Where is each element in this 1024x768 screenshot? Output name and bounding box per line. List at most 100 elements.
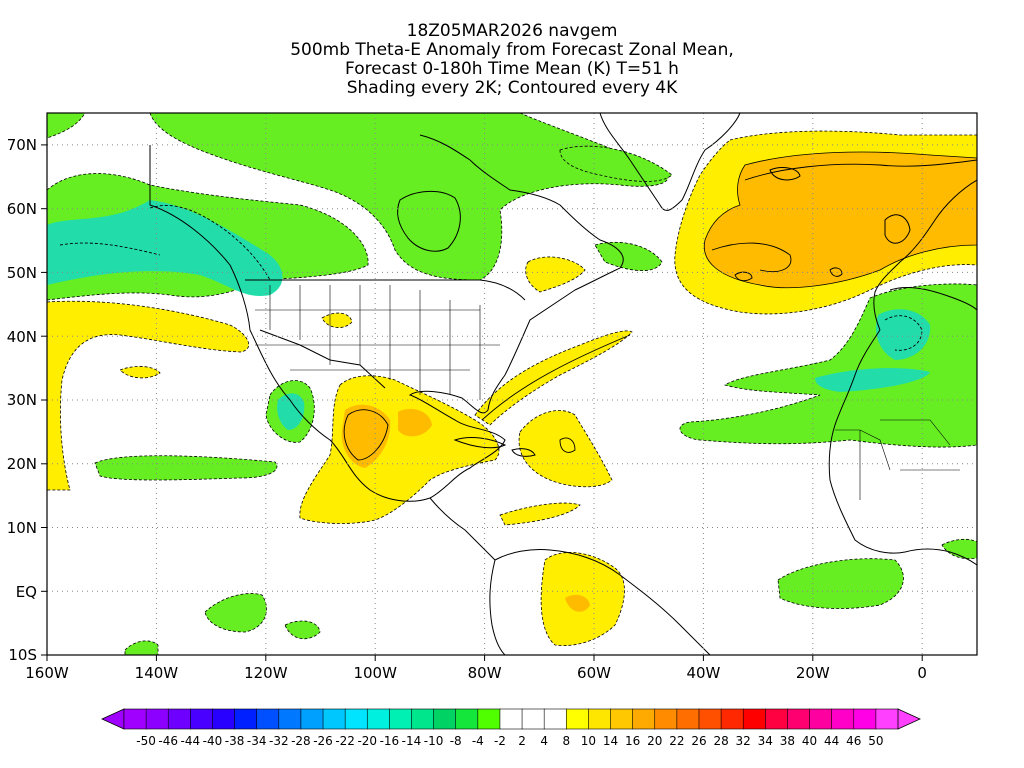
colorbar-tick-label: 4: [540, 734, 548, 748]
shade-orange-gulf: [341, 404, 391, 468]
colorbar-tick-label: 20: [647, 734, 662, 748]
lon-label-40w: 40W: [686, 664, 720, 682]
colorbar-tick-label: 32: [736, 734, 751, 748]
border-canada-states: [255, 285, 500, 400]
shade-teal-africa: [815, 368, 930, 392]
shade-yellow-gl: [525, 256, 586, 293]
coast-us-border: [245, 279, 526, 301]
lon-label-20w: 20W: [796, 664, 830, 682]
title-line-3: Forecast 0-180h Time Mean (K) T=51 h: [345, 59, 679, 79]
coast-cuba: [453, 437, 507, 449]
contour-nw-dash-2: [59, 242, 161, 256]
colorbar-tick-label: 28: [713, 734, 728, 748]
colorbar-tick-label: 34: [758, 734, 773, 748]
shade-orange-gulf-2: [398, 408, 432, 437]
colorbar-swatch: [411, 708, 435, 730]
colorbar-swatch: [389, 708, 413, 730]
colorbar-tick-label: 26: [691, 734, 706, 748]
colorbar-tick-label: -38: [225, 734, 245, 748]
shade-teal-morocco: [875, 309, 931, 360]
coast-greenland: [599, 113, 741, 211]
colorbar-swatch: [278, 708, 302, 730]
coast-british-isles: [884, 214, 911, 244]
lat-label-70n: 70N: [7, 136, 37, 154]
colorbar-swatch: [698, 708, 722, 730]
shade-green-cpac: [94, 455, 278, 481]
colorbar-swatch: [190, 708, 214, 730]
coast-north-america: [149, 134, 624, 502]
coast-africa: [828, 329, 977, 566]
lon-label-80w: 80W: [468, 664, 502, 682]
colorbar-swatch: [344, 708, 368, 730]
colorbar-swatch: [433, 708, 457, 730]
colorbar-tick-label: 8: [562, 734, 570, 748]
colorbar-swatch: [322, 708, 346, 730]
colorbar-swatch: [765, 708, 789, 730]
plot-title: 18Z05MAR2026 navgem 500mb Theta-E Anomal…: [0, 22, 1024, 98]
colorbar-swatch: [234, 708, 258, 730]
colorbar-swatch: [632, 708, 656, 730]
shade-yellow-epac: [47, 300, 250, 491]
colorbar-tick-label: 14: [603, 734, 618, 748]
colorbar-tick-label: -50: [136, 734, 156, 748]
contour-atl-band: [481, 334, 631, 421]
colorbar-tick-label: 40: [802, 734, 817, 748]
colorbar-arrow-right: [897, 708, 921, 730]
colorbar-swatch: [477, 708, 501, 730]
colorbar-tick-label: -44: [181, 734, 201, 748]
colorbar-swatch: [145, 708, 169, 730]
shade-yellow-tatl: [518, 410, 613, 488]
colorbar-swatch: [565, 708, 589, 730]
shaded-fields: [47, 113, 977, 655]
colorbar-tick-label: -32: [269, 734, 289, 748]
contour-morocco: [884, 315, 923, 351]
contour-natl-3: [734, 271, 753, 282]
colorbar-tick-label: -14: [402, 734, 422, 748]
colorbar-swatch: [610, 708, 634, 730]
shade-green-gulf-guinea: [777, 558, 904, 609]
lon-tick-labels: 160W 140W 120W 100W 80W 60W 40W 20W 0: [25, 664, 927, 682]
coast-hudson-bay: [397, 191, 461, 252]
shade-orange-samerica: [565, 594, 590, 612]
coast-europe: [873, 179, 977, 331]
colorbar-tick-label: 22: [669, 734, 684, 748]
lon-label-100w: 100W: [353, 664, 397, 682]
colorbar-swatch: [831, 708, 855, 730]
colorbar: [101, 708, 921, 730]
colorbar-swatch: [366, 708, 390, 730]
colorbar-swatch: [499, 708, 523, 730]
colorbar-swatch: [654, 708, 678, 730]
colorbar-swatch: [875, 708, 899, 730]
lat-label-eq: EQ: [16, 583, 37, 601]
shade-green-greenland: [559, 145, 673, 182]
shade-teal-baja: [277, 393, 305, 430]
lat-tick-labels: 70N 60N 50N 40N 30N 20N 10N EQ 10S: [7, 136, 37, 664]
lat-label-20n: 20N: [7, 455, 37, 473]
colorbar-tick-label: -2: [494, 734, 506, 748]
lon-label-160w: 160W: [25, 664, 69, 682]
shade-yellow-rockies: [321, 312, 353, 328]
shade-teal-nw: [47, 200, 283, 296]
colorbar-tick-label: -34: [247, 734, 267, 748]
coast-central-america: [429, 497, 496, 561]
colorbar-tick-label: -20: [357, 734, 377, 748]
colorbar-tick-label: -28: [291, 734, 311, 748]
contour-nw-dash: [149, 205, 271, 281]
lat-label-10n: 10N: [7, 519, 37, 537]
title-line-1: 18Z05MAR2026 navgem: [406, 21, 618, 41]
colorbar-swatch: [676, 708, 700, 730]
colorbar-labels: -50 -46 -44 -40 -38 -34 -32 -28 -26 -22 -20 -16 -14-…: [136, 734, 883, 748]
coast-south-america: [489, 549, 711, 655]
colorbar-swatch: [123, 708, 147, 730]
colorbar-tick-label: -10: [424, 734, 444, 748]
colorbar-swatch: [212, 708, 236, 730]
colorbar-tick-label: 16: [625, 734, 640, 748]
border-africa: [835, 419, 960, 500]
colorbar-tick-label: -40: [203, 734, 223, 748]
map-frame: [46, 112, 978, 656]
shade-green-labrador: [594, 241, 663, 272]
lat-label-50n: 50N: [7, 264, 37, 282]
lat-label-60n: 60N: [7, 200, 37, 218]
lat-label-30n: 30N: [7, 391, 37, 409]
